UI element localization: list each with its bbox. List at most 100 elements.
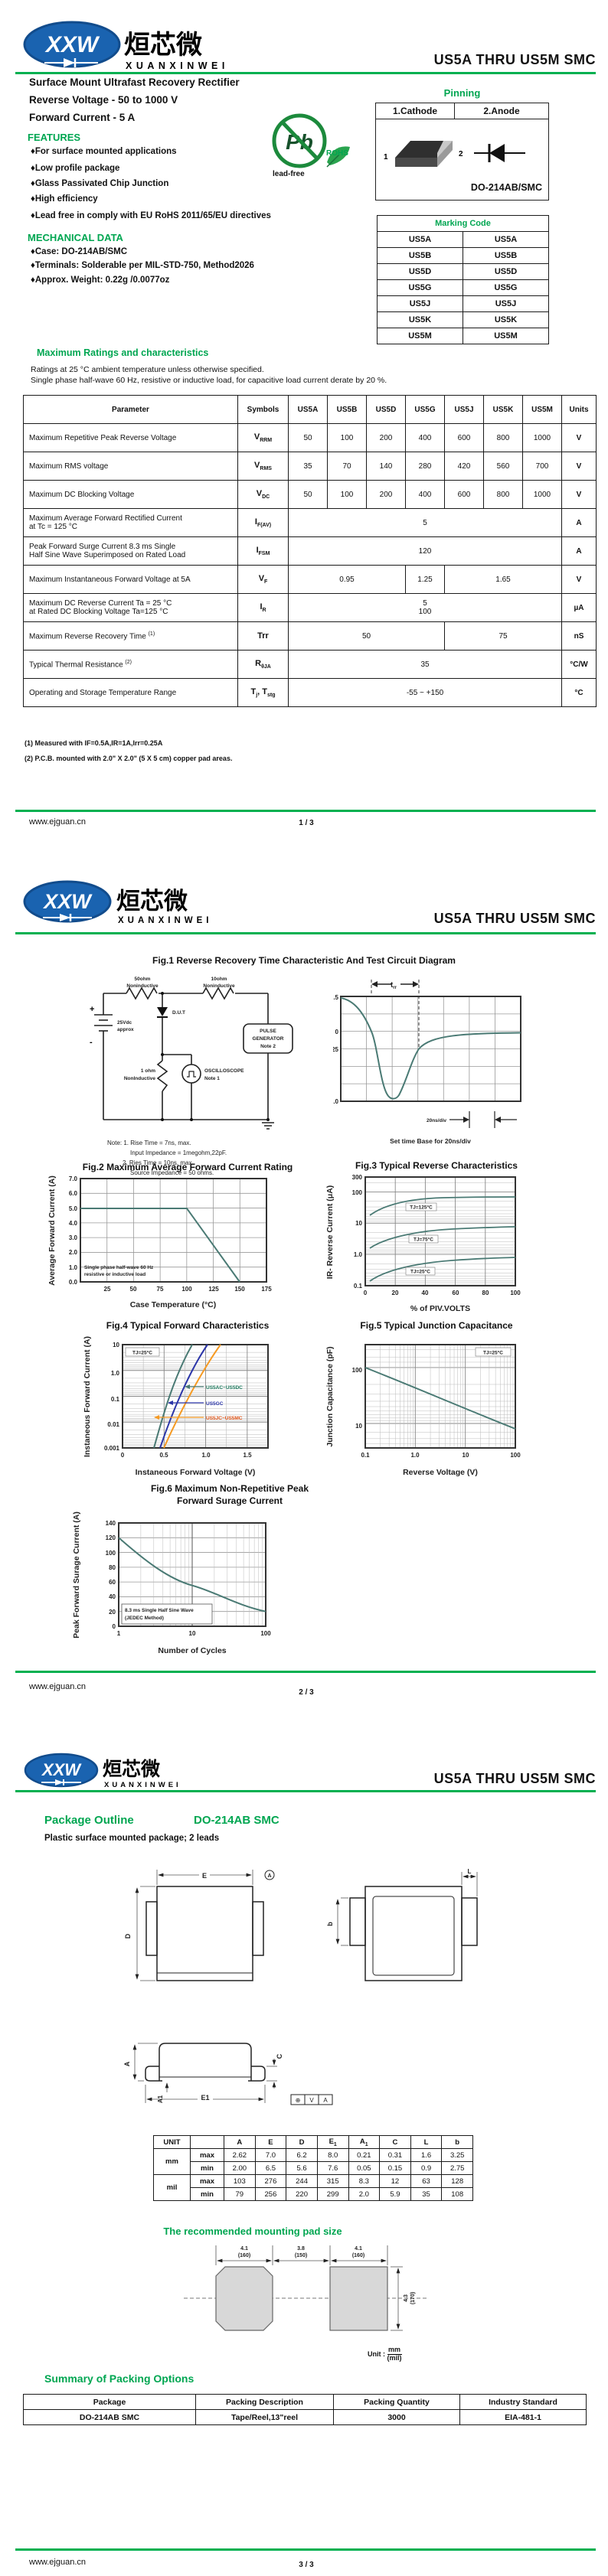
resistor1-type: Noninductive [126,983,159,989]
marking-code-table: Marking Code US5A US5A US5B US5B US5D US5D US5G… [377,215,549,344]
table-cell: 108 [441,2187,473,2201]
table-cell: 7.6 [316,2161,349,2175]
ytick: 100 [106,1550,116,1557]
logo-ellipse [24,1753,99,1788]
table-cell: US5J [463,295,549,312]
footer-divider [15,2548,596,2551]
mech-item: ♦Approx. Weight: 0.22g /0.0077oz [31,276,170,285]
logo-ellipse [23,21,121,68]
ytick: 4.0 [69,1220,78,1227]
fig4-condition: TJ=25°C [132,1350,152,1356]
xtick: 175 [261,1286,272,1293]
surge-curve [118,1537,266,1612]
page-title: US5A THRU US5M SMC [433,1771,596,1786]
resistor-50ohm [126,986,158,1000]
table-cell: 700 [522,452,562,481]
table-cell: mm [153,2148,191,2175]
pinning-table: 1.Cathode 2.Anode 1 2 DO-214AB/SMC [375,103,549,201]
table-cell: 800 [483,423,523,452]
package-name-heading: DO-214AB SMC [194,1814,279,1827]
top-view-left [145,1886,264,1981]
pad-dim-w1-mil: (160) [238,2253,250,2258]
logo-en-text: XUANXINWEI [126,60,229,71]
xtick: 25 [104,1286,111,1293]
dim-e1-label: E1 [201,2094,209,2102]
resistor1-value: 50ohm [135,977,151,982]
table-cell: 6.2 [286,2148,318,2162]
table-cell: Tape/Reel,13"reel [195,2409,334,2425]
ratings-intro-1: Ratings at 25 °C ambient temperature unl… [31,365,264,374]
pad-dim-w2: 4.1 [355,2246,362,2252]
table-cell: b [441,2135,473,2149]
table-cell: US5J [377,295,463,312]
xtick: 0 [121,1452,125,1459]
xtick: 75 [157,1286,164,1293]
table-cell: US5B [327,395,367,424]
table-cell: V [561,480,597,509]
wave-ytick: -1.0 [333,1098,339,1105]
dim-e-bg [199,1870,210,1880]
plot-frame [122,1344,269,1449]
unit-note: Unit : mm (mil) [368,2346,402,2362]
table-cell: US5D [377,263,463,280]
footer-site-link[interactable]: www.ejguan.cn [29,2558,86,2567]
table-row: mm max 2.62 7.0 6.2 8.0 0.21 0.31 1.6 3.25 [153,2148,473,2175]
circuit-wires [94,986,293,1130]
table-row: Typical Thermal Resistance (2) RθJA 35 °C/W [23,650,597,679]
xtick: 125 [208,1286,219,1293]
table-cell: °C [561,678,597,707]
lead-free-label: lead-free [273,170,305,178]
table-cell: 560 [483,452,523,481]
forward-current-line: Forward Current - 5 A [29,112,136,123]
ytick: 0.01 [107,1421,119,1428]
table-cell: max [190,2148,224,2162]
feature-item: ♦Lead free in comply with EU RoHS 2011/6… [31,211,271,220]
ratings-intro-2: Single phase half-wave 60 Hz, resistive … [31,376,387,385]
mech-item: ♦Terminals: Solderable per MIL-STD-750, … [31,261,254,270]
unit-mil: (mil) [387,2353,402,2362]
package-drawing: 1 2 [384,141,525,167]
circuit-note-3: 2. Ries Time = 10ns, max. [123,1159,194,1166]
xtick: 0 [364,1290,368,1296]
ytick: 0.0 [69,1279,78,1286]
table-cell: A [561,508,597,537]
derating-curve [80,1208,240,1283]
table-cell: US5K [463,311,549,328]
packing-options-heading: Summary of Packing Options [44,2372,194,2385]
fig2-note-1: Single phase half-wave 60 Hz [84,1265,154,1270]
xtick: 100 [181,1286,192,1293]
xtick: 100 [260,1630,271,1637]
footer-site-link[interactable]: www.ejguan.cn [29,817,86,827]
battery-voltage: 25Vdc [117,1020,132,1026]
pulse-generator-note: Note 2 [260,1044,276,1049]
mounting-pad-heading: The recommended mounting pad size [163,2225,342,2237]
pad-dim-lines [215,2245,403,2331]
table-row: Operating and Storage Temperature Range T… [23,678,597,707]
table-row: mil max 103 276 244 315 8.3 12 63 128 [153,2174,473,2201]
pinning-body: 1 2 DO-214AB/SMC [376,119,548,196]
fig6-xlabel: Number of Cycles [158,1646,226,1655]
table-cell: C [379,2135,411,2149]
table-cell: US5B [463,247,549,264]
pulse-generator-box [243,1023,293,1054]
footer-site-link[interactable]: www.ejguan.cn [29,1682,86,1691]
xtick: 0.1 [361,1452,370,1459]
datum-box: ⊕ V A [290,2094,333,2105]
pad-dim-gap: 3.8 [297,2246,305,2252]
table-cell: 140 [366,452,406,481]
table-cell: 50 [288,480,328,509]
fig2-title: Fig.2 Maximum Average Forward Current Ra… [82,1162,293,1172]
dim-e-label: E [202,1872,207,1880]
pad-dim-h: 4.3 [404,2294,409,2302]
fig4-title: Fig.4 Typical Forward Characteristics [106,1320,270,1331]
table-cell: Package [23,2394,196,2410]
table-cell: US5A [288,395,328,424]
table-cell: Maximum DC Blocking Voltage [23,480,238,509]
top-view-right [349,1886,478,1981]
table-cell: 299 [316,2187,349,2201]
fig3-chart: 300 100 10 1.0 0.1 0 20 40 60 80 100 TJ=… [325,1174,521,1313]
table-cell: 128 [441,2174,473,2188]
table-cell: 1.25 [405,565,445,594]
xtick: 10 [189,1630,196,1637]
package-side-face [437,141,453,167]
